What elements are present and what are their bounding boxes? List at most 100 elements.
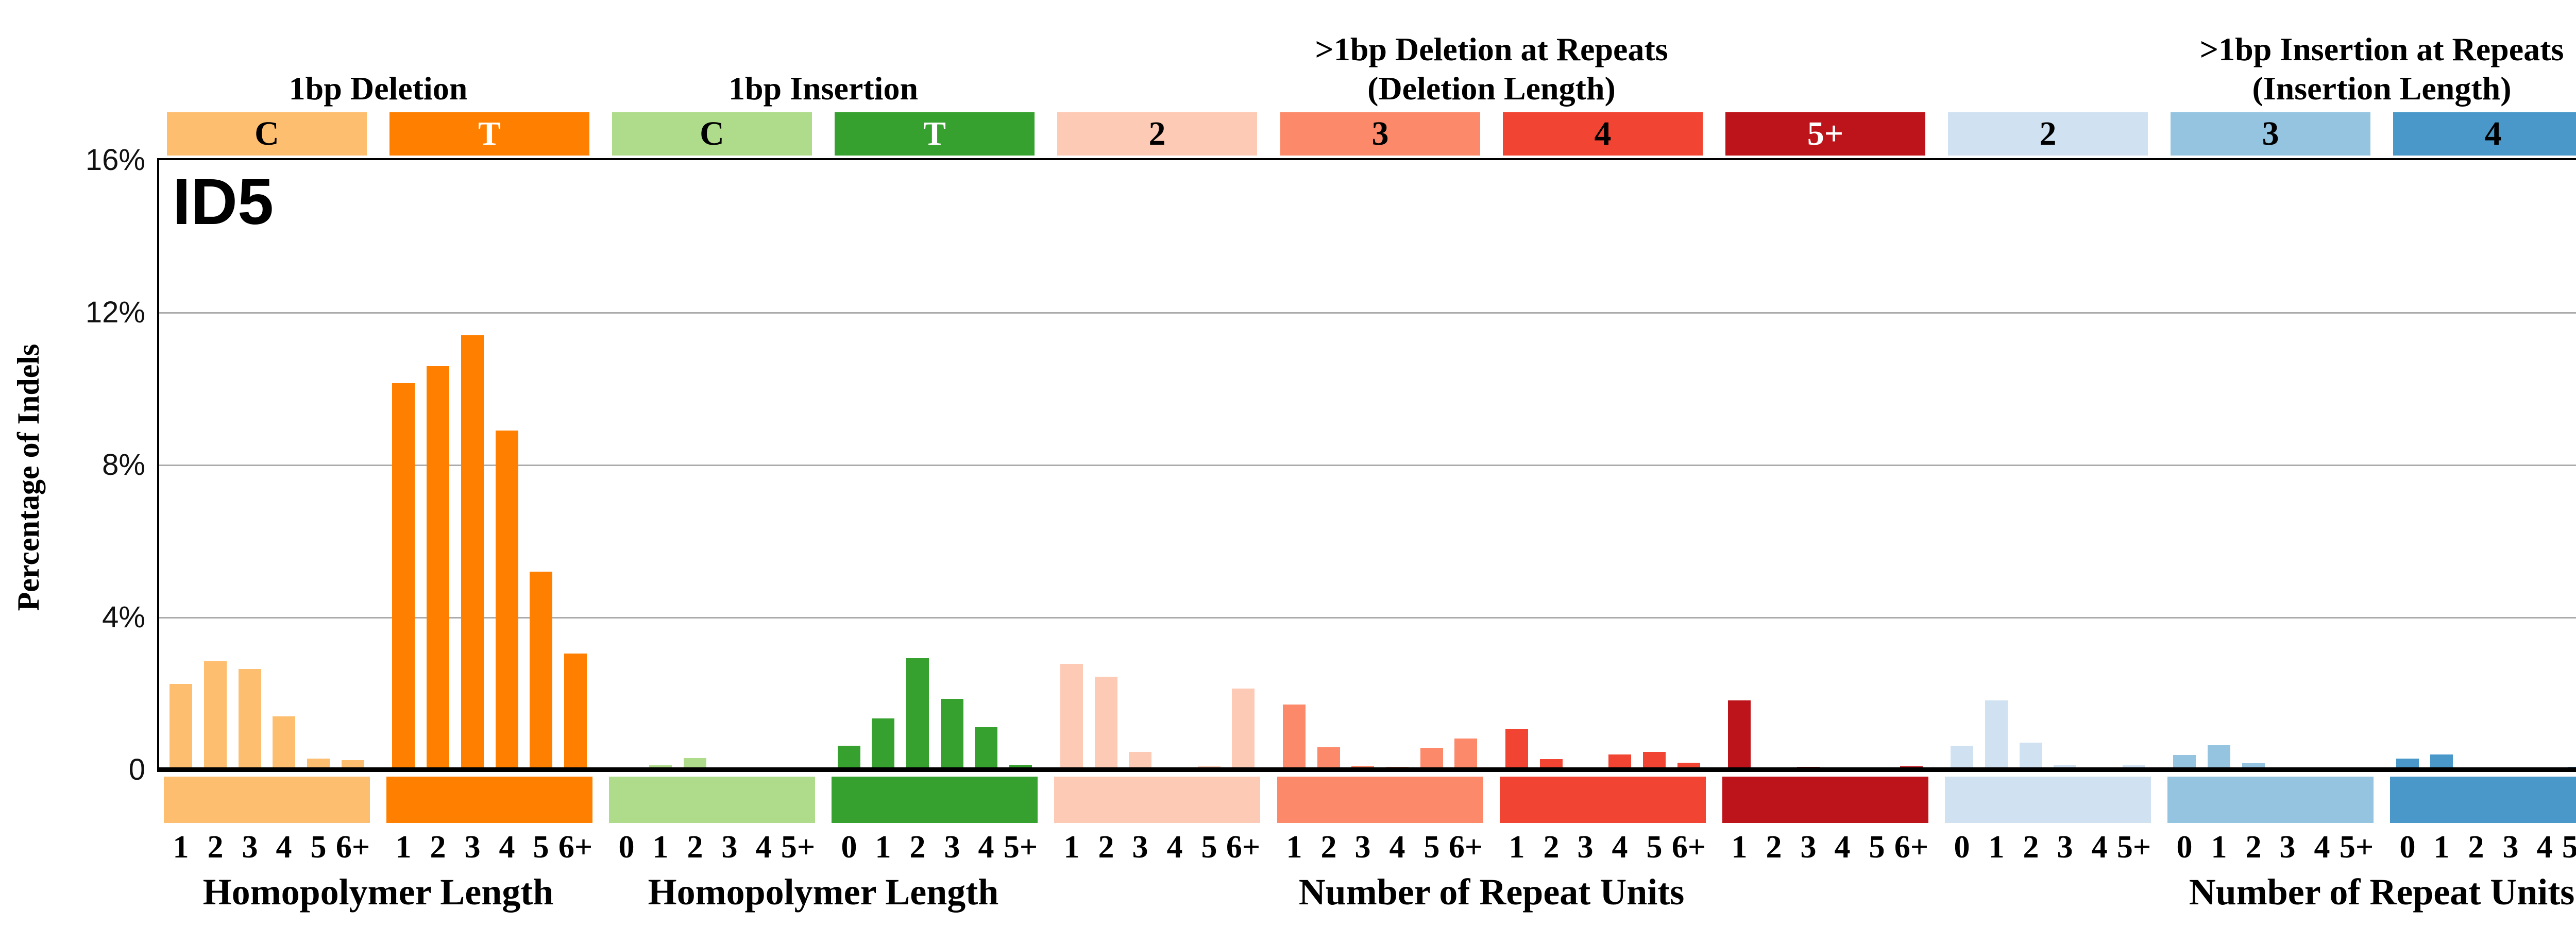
axis-band-deletion-repeats-len2 (1054, 777, 1260, 823)
x-tick-1bp-deletion-T-2: 2 (430, 830, 446, 865)
x-tick-deletion-repeats-len2-2: 2 (1098, 830, 1114, 865)
x-tick-insertion-repeats-len2-3: 3 (2057, 830, 2073, 865)
x-tick-1bp-insertion-T-4: 4 (978, 830, 994, 865)
x-tick-1bp-insertion-T-1: 1 (875, 830, 891, 865)
axis-band-1bp-insertion-T (832, 777, 1038, 823)
x-tick-1bp-insertion-T-0: 0 (841, 830, 857, 865)
bar-1bp-deletion-T-4 (496, 431, 518, 770)
x-tick-deletion-repeats-len2-6plus: 6+ (1226, 830, 1261, 865)
bar-insertion-repeats-len2-2 (2020, 743, 2042, 770)
x-tick-1bp-insertion-C-0: 0 (618, 830, 635, 865)
x-tick-deletion-repeats-len2-5: 5 (1201, 830, 1217, 865)
x-tick-deletion-repeats-len5-3: 3 (1800, 830, 1817, 865)
x-tick-deletion-repeats-len4-4: 4 (1612, 830, 1628, 865)
bar-insertion-repeats-len4-0 (2396, 759, 2419, 770)
bar-1bp-insertion-T-1 (872, 718, 894, 770)
header-box-deletion-repeats-len3: 3 (1280, 112, 1480, 156)
bar-1bp-deletion-T-6plus (564, 654, 587, 770)
x-tick-insertion-repeats-len2-1: 1 (1988, 830, 2005, 865)
x-tick-deletion-repeats-len5-6plus: 6+ (1894, 830, 1929, 865)
x-tick-1bp-deletion-C-1: 1 (173, 830, 189, 865)
axis-band-deletion-repeats-len3 (1277, 777, 1483, 823)
header-box-insertion-repeats-len3: 3 (2171, 112, 2370, 156)
x-tick-deletion-repeats-len2-3: 3 (1132, 830, 1148, 865)
x-tick-1bp-insertion-C-4: 4 (755, 830, 772, 865)
bar-1bp-deletion-C-1 (170, 684, 192, 770)
x-tick-1bp-deletion-T-5: 5 (533, 830, 549, 865)
x-axis-group-label-3: Number of Repeat Units (1298, 871, 1685, 913)
x-tick-insertion-repeats-len2-2: 2 (2023, 830, 2039, 865)
x-tick-deletion-repeats-len3-5: 5 (1423, 830, 1440, 865)
x-tick-1bp-insertion-T-5plus: 5+ (1003, 830, 1038, 865)
bar-deletion-repeats-len3-2 (1317, 747, 1340, 770)
x-tick-insertion-repeats-len3-3: 3 (2279, 830, 2296, 865)
bar-1bp-deletion-T-1 (392, 383, 415, 770)
x-tick-1bp-insertion-T-3: 3 (944, 830, 960, 865)
axis-band-deletion-repeats-len5 (1722, 777, 1928, 823)
x-tick-insertion-repeats-len2-0: 0 (1954, 830, 1970, 865)
x-tick-deletion-repeats-len2-4: 4 (1166, 830, 1183, 865)
x-tick-insertion-repeats-len4-2: 2 (2468, 830, 2484, 865)
x-tick-1bp-insertion-T-2: 2 (909, 830, 926, 865)
x-axis-line (157, 767, 2576, 772)
y-tick-0: 0 (128, 753, 145, 786)
x-tick-deletion-repeats-len5-5: 5 (1869, 830, 1885, 865)
header-box-1bp-deletion-T: T (389, 112, 589, 156)
x-axis-group-label-2: Homopolymer Length (648, 871, 999, 913)
bar-deletion-repeats-len3-5 (1420, 748, 1443, 770)
x-tick-insertion-repeats-len4-5plus: 5+ (2562, 830, 2576, 865)
x-axis-group-label-4: Number of Repeat Units (2189, 871, 2575, 913)
y-tick-8pct: 8% (102, 448, 145, 482)
x-tick-insertion-repeats-len2-4: 4 (2091, 830, 2108, 865)
bar-deletion-repeats-len4-1 (1505, 729, 1528, 770)
bar-1bp-deletion-C-2 (204, 661, 227, 770)
x-tick-1bp-deletion-T-4: 4 (499, 830, 515, 865)
plot-title: ID5 (173, 165, 274, 238)
x-tick-deletion-repeats-len4-3: 3 (1577, 830, 1594, 865)
x-tick-deletion-repeats-len5-2: 2 (1766, 830, 1782, 865)
bar-deletion-repeats-len5-1 (1728, 700, 1751, 770)
bar-deletion-repeats-len2-1 (1060, 664, 1083, 770)
x-tick-insertion-repeats-len4-0: 0 (2399, 830, 2416, 865)
header-box-1bp-deletion-C: C (167, 112, 367, 156)
x-tick-insertion-repeats-len3-0: 0 (2176, 830, 2193, 865)
gridline-12pct (159, 312, 2576, 314)
gridline-4pct (159, 617, 2576, 619)
group-title-2: 1bp Insertion (728, 70, 919, 107)
x-tick-deletion-repeats-len5-4: 4 (1834, 830, 1851, 865)
bar-1bp-insertion-C-2 (684, 758, 706, 770)
x-tick-deletion-repeats-len4-5: 5 (1646, 830, 1663, 865)
group-title-5: Microhomology (Deletion Length) (2560, 30, 2576, 108)
header-box-1bp-insertion-C: C (612, 112, 812, 156)
axis-band-insertion-repeats-len2 (1945, 777, 2151, 823)
x-tick-deletion-repeats-len3-1: 1 (1286, 830, 1302, 865)
y-tick-4pct: 4% (102, 600, 145, 634)
bar-1bp-insertion-T-4 (975, 727, 997, 770)
x-tick-deletion-repeats-len3-6plus: 6+ (1448, 830, 1483, 865)
x-tick-1bp-deletion-C-4: 4 (276, 830, 292, 865)
x-axis-group-label-5: Microhomology Length (2431, 871, 2576, 913)
x-tick-1bp-deletion-C-5: 5 (310, 830, 327, 865)
x-tick-deletion-repeats-len3-4: 4 (1389, 830, 1405, 865)
x-tick-insertion-repeats-len3-2: 2 (2245, 830, 2262, 865)
header-box-deletion-repeats-len5: 5+ (1725, 112, 1925, 156)
bar-1bp-insertion-T-2 (906, 658, 929, 770)
group-title-4: >1bp Insertion at Repeats (Insertion Len… (2199, 31, 2564, 107)
x-tick-deletion-repeats-len5-1: 1 (1731, 830, 1748, 865)
x-tick-1bp-insertion-C-1: 1 (652, 830, 669, 865)
x-tick-insertion-repeats-len4-4: 4 (2536, 830, 2553, 865)
axis-band-deletion-repeats-len4 (1500, 777, 1706, 823)
y-tick-12pct: 12% (85, 296, 145, 329)
gridline-8pct (159, 465, 2576, 466)
x-tick-1bp-insertion-C-5plus: 5+ (781, 830, 816, 865)
x-tick-deletion-repeats-len3-3: 3 (1354, 830, 1371, 865)
x-tick-deletion-repeats-len3-2: 2 (1320, 830, 1337, 865)
bar-1bp-deletion-T-2 (427, 366, 449, 770)
bar-insertion-repeats-len2-0 (1951, 746, 1973, 770)
axis-band-insertion-repeats-len3 (2167, 777, 2374, 823)
x-tick-deletion-repeats-len4-1: 1 (1509, 830, 1525, 865)
y-tick-16pct: 16% (85, 143, 145, 177)
header-box-1bp-insertion-T: T (835, 112, 1035, 156)
header-box-insertion-repeats-len2: 2 (1948, 112, 2148, 156)
